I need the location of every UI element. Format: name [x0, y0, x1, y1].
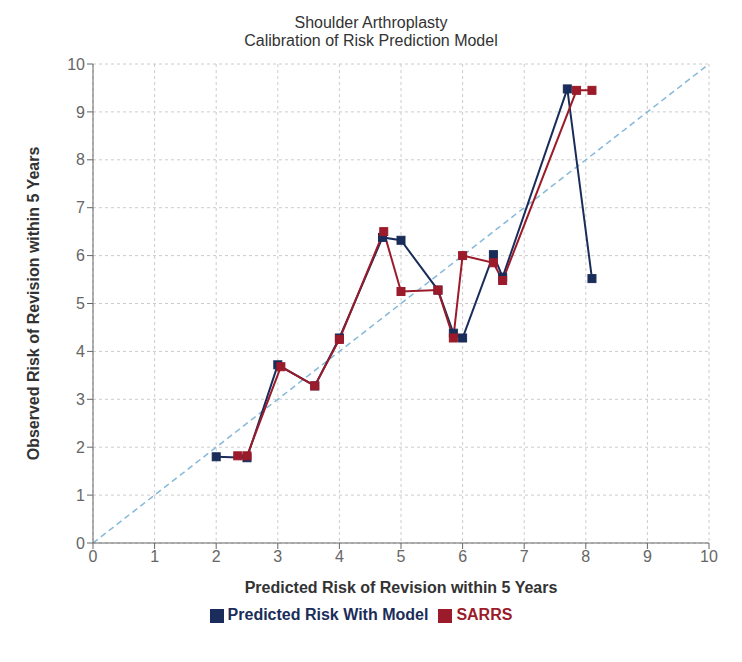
svg-text:9: 9	[643, 548, 652, 565]
svg-text:8: 8	[581, 548, 590, 565]
html-text:Shoulder Arthroplasty: Shoulder Arthroplasty	[294, 14, 448, 31]
svg-text:6: 6	[458, 548, 467, 565]
svg-text:5: 5	[397, 548, 406, 565]
svg-text:Predicted Risk of Revision wit: Predicted Risk of Revision within 5 Year…	[245, 579, 558, 596]
svg-text:2: 2	[212, 548, 221, 565]
svg-text:10: 10	[700, 548, 718, 565]
html-text:Predicted Risk With Model: Predicted Risk With Model	[227, 606, 429, 623]
svg-text:0: 0	[89, 548, 98, 565]
svg-text:1: 1	[150, 548, 159, 565]
svg-text:3: 3	[273, 548, 282, 565]
svg-text:4: 4	[76, 343, 85, 360]
svg-text:Observed Risk of Revision with: Observed Risk of Revision within 5 Years	[25, 147, 42, 461]
svg-text:2: 2	[76, 439, 85, 456]
svg-text:7: 7	[520, 548, 529, 565]
svg-text:6: 6	[76, 247, 85, 264]
svg-text:1: 1	[76, 487, 85, 504]
html-text:SARRS: SARRS	[456, 606, 513, 623]
svg-text:5: 5	[76, 295, 85, 312]
svg-text:7: 7	[76, 199, 85, 216]
html-text:Calibration of Risk Prediction: Calibration of Risk Prediction Model	[244, 32, 498, 49]
svg-text:3: 3	[76, 391, 85, 408]
svg-text:8: 8	[76, 151, 85, 168]
svg-text:9: 9	[76, 104, 85, 121]
svg-text:0: 0	[76, 535, 85, 552]
svg-text:4: 4	[335, 548, 344, 565]
svg-text:10: 10	[67, 56, 85, 73]
